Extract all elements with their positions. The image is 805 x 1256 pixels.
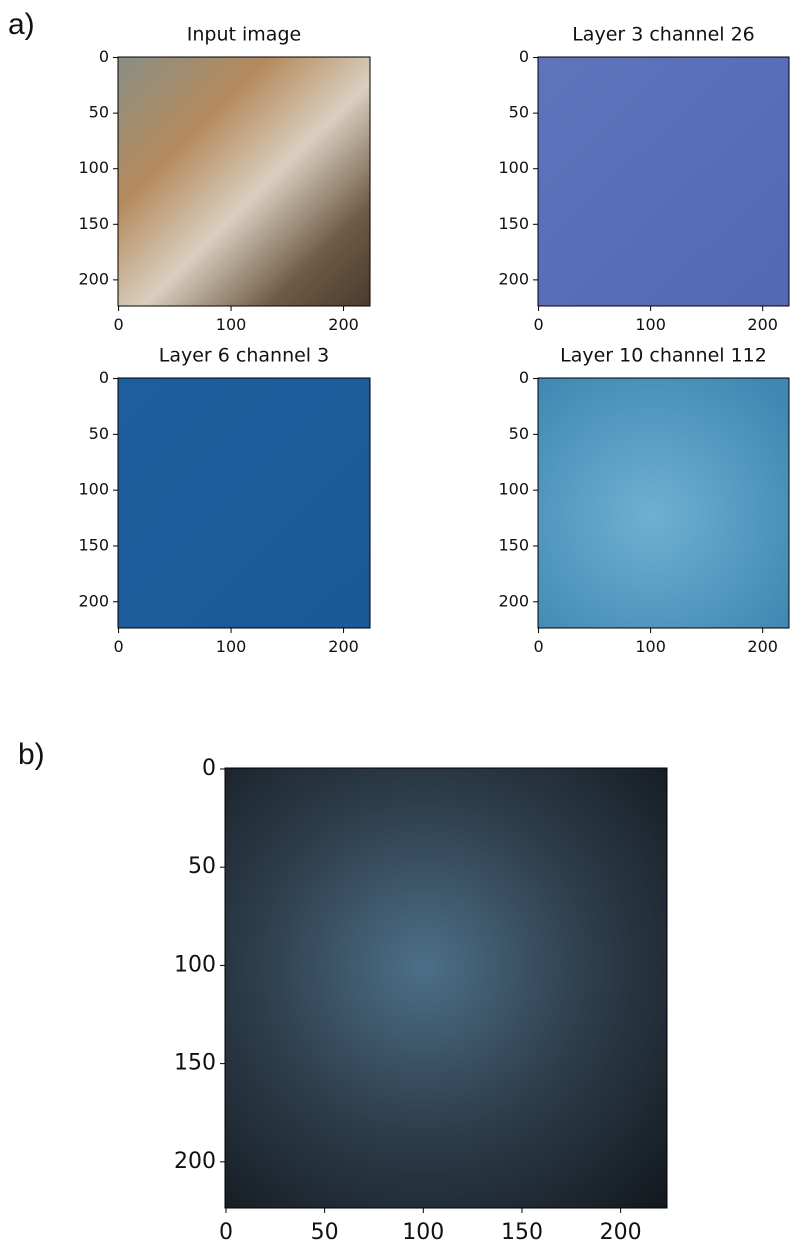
y-tick-label: 50 (188, 854, 216, 879)
y-tick-label: 150 (498, 214, 529, 233)
panel-label: a) (8, 8, 35, 41)
image (538, 378, 789, 628)
y-tick-label: 200 (78, 269, 109, 288)
x-tick-label: 200 (328, 637, 359, 656)
y-tick-label: 100 (498, 158, 529, 177)
x-tick-label: 0 (113, 637, 123, 656)
image (118, 57, 370, 306)
y-tick-label: 0 (99, 47, 109, 66)
y-tick-label: 0 (99, 368, 109, 387)
x-tick-label: 50 (311, 1220, 339, 1245)
chart-title: Layer 6 channel 3 (159, 345, 329, 367)
y-tick-label: 200 (498, 269, 529, 288)
image (225, 768, 667, 1208)
x-tick-label: 200 (328, 315, 359, 334)
y-tick-label: 100 (498, 480, 529, 499)
y-tick-label: 200 (78, 591, 109, 610)
x-tick-label: 100 (402, 1220, 444, 1245)
y-tick-label: 100 (78, 158, 109, 177)
chart-title: Layer 10 channel 112 (560, 345, 767, 367)
image (538, 57, 789, 306)
y-tick-label: 50 (89, 424, 109, 443)
y-tick-label: 150 (174, 1051, 216, 1076)
chart-title: Layer 3 channel 26 (572, 24, 755, 46)
y-tick-label: 200 (174, 1149, 216, 1174)
y-tick-label: 150 (498, 535, 529, 554)
x-tick-label: 100 (635, 315, 666, 334)
x-tick-label: 100 (216, 315, 247, 334)
x-tick-label: 0 (219, 1220, 233, 1245)
x-tick-label: 200 (747, 315, 778, 334)
y-tick-label: 50 (509, 103, 529, 122)
panel-label: b) (18, 738, 45, 771)
y-tick-label: 0 (202, 756, 216, 781)
x-tick-label: 100 (635, 637, 666, 656)
y-tick-label: 50 (89, 103, 109, 122)
y-tick-label: 50 (509, 424, 529, 443)
x-tick-label: 0 (533, 315, 543, 334)
chart-title: Input image (187, 24, 301, 46)
x-tick-label: 100 (216, 637, 247, 656)
x-tick-label: 200 (747, 637, 778, 656)
y-tick-label: 100 (78, 480, 109, 499)
y-tick-label: 150 (78, 214, 109, 233)
y-tick-label: 100 (174, 952, 216, 977)
x-tick-label: 0 (533, 637, 543, 656)
y-tick-label: 0 (519, 368, 529, 387)
page: {"panel_labels": ["a)", "b)"], "chart_da… (0, 0, 805, 1256)
y-tick-label: 200 (498, 591, 529, 610)
x-tick-label: 0 (113, 315, 123, 334)
image (118, 378, 370, 628)
y-tick-label: 0 (519, 47, 529, 66)
y-tick-label: 150 (78, 535, 109, 554)
figure: a) b) Input image 0 100 200 0 50 100 150 200 Laye… (0, 0, 805, 1256)
x-tick-label: 150 (501, 1220, 543, 1245)
x-tick-label: 200 (600, 1220, 642, 1245)
